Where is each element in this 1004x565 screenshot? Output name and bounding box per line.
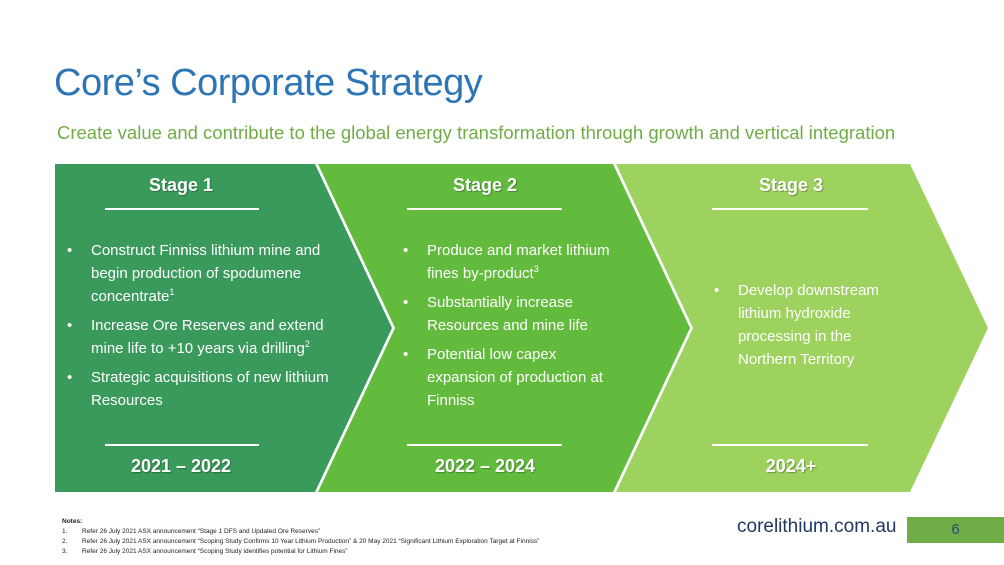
stage-3-title: Stage 3 <box>758 175 824 195</box>
stage-1-bullet-3: Strategic acquisitions of new lithium Re… <box>65 366 355 412</box>
stage-2-years: 2022 – 2024 <box>434 456 536 476</box>
page-number-box: 6 <box>907 517 1004 543</box>
stage-2-bullets: Produce and market lithium fines by-prod… <box>401 239 611 418</box>
stage-2: Stage 2 Produce and market lithium fines… <box>403 164 610 492</box>
stage-3-years: 2024+ <box>765 456 817 476</box>
stage-1-title: Stage 1 <box>148 175 214 195</box>
stage-2-bottom-divider <box>407 444 562 446</box>
footnotes-heading: Notes: <box>62 518 83 525</box>
page-number: 6 <box>951 521 960 538</box>
stage-2-title: Stage 2 <box>452 175 518 195</box>
page-subtitle: Create value and contribute to the globa… <box>57 122 896 143</box>
stage-3-bottom-divider <box>712 444 868 446</box>
stage-1-bottom-divider <box>105 444 259 446</box>
stage-3-bullets: Develop downstream lithium hydroxide pro… <box>712 279 902 377</box>
stage-1-bullet-1: Construct Finniss lithium mine and begin… <box>65 239 355 308</box>
stage-2-bullet-2: Substantially increase Resources and min… <box>401 291 611 337</box>
footnotes: Notes: 1. Refer 26 July 2021 ASX announce… <box>62 517 539 557</box>
stage-3-top-divider <box>712 208 868 210</box>
stage-2-bullet-1: Produce and market lithium fines by-prod… <box>401 239 611 285</box>
footnote: 1. Refer 26 July 2021 ASX announcement “S… <box>62 528 321 535</box>
footnote: 2. Refer 26 July 2021 ASX announcement “S… <box>62 538 540 545</box>
stage-3-bullet-1: Develop downstream lithium hydroxide pro… <box>712 279 902 371</box>
stage-1-bullet-2: Increase Ore Reserves and extend mine li… <box>65 314 355 360</box>
stage-1: Stage 1 Construct Finniss lithium mine a… <box>55 164 329 492</box>
stage-1-years: 2021 – 2022 <box>130 456 232 476</box>
website-link[interactable]: corelithium.com.au <box>737 516 897 537</box>
footnote: 3. Refer 26 July 2021 ASX announcement “S… <box>62 548 348 555</box>
stage-1-bullets: Construct Finniss lithium mine and begin… <box>65 239 355 418</box>
stage-2-bullet-3: Potential low capex expansion of product… <box>401 343 611 412</box>
page-title: Core’s Corporate Strategy <box>54 62 483 104</box>
stage-2-top-divider <box>407 208 562 210</box>
stage-3: Stage 3 Develop downstream lithium hydro… <box>712 164 879 492</box>
stage-1-top-divider <box>105 208 259 210</box>
